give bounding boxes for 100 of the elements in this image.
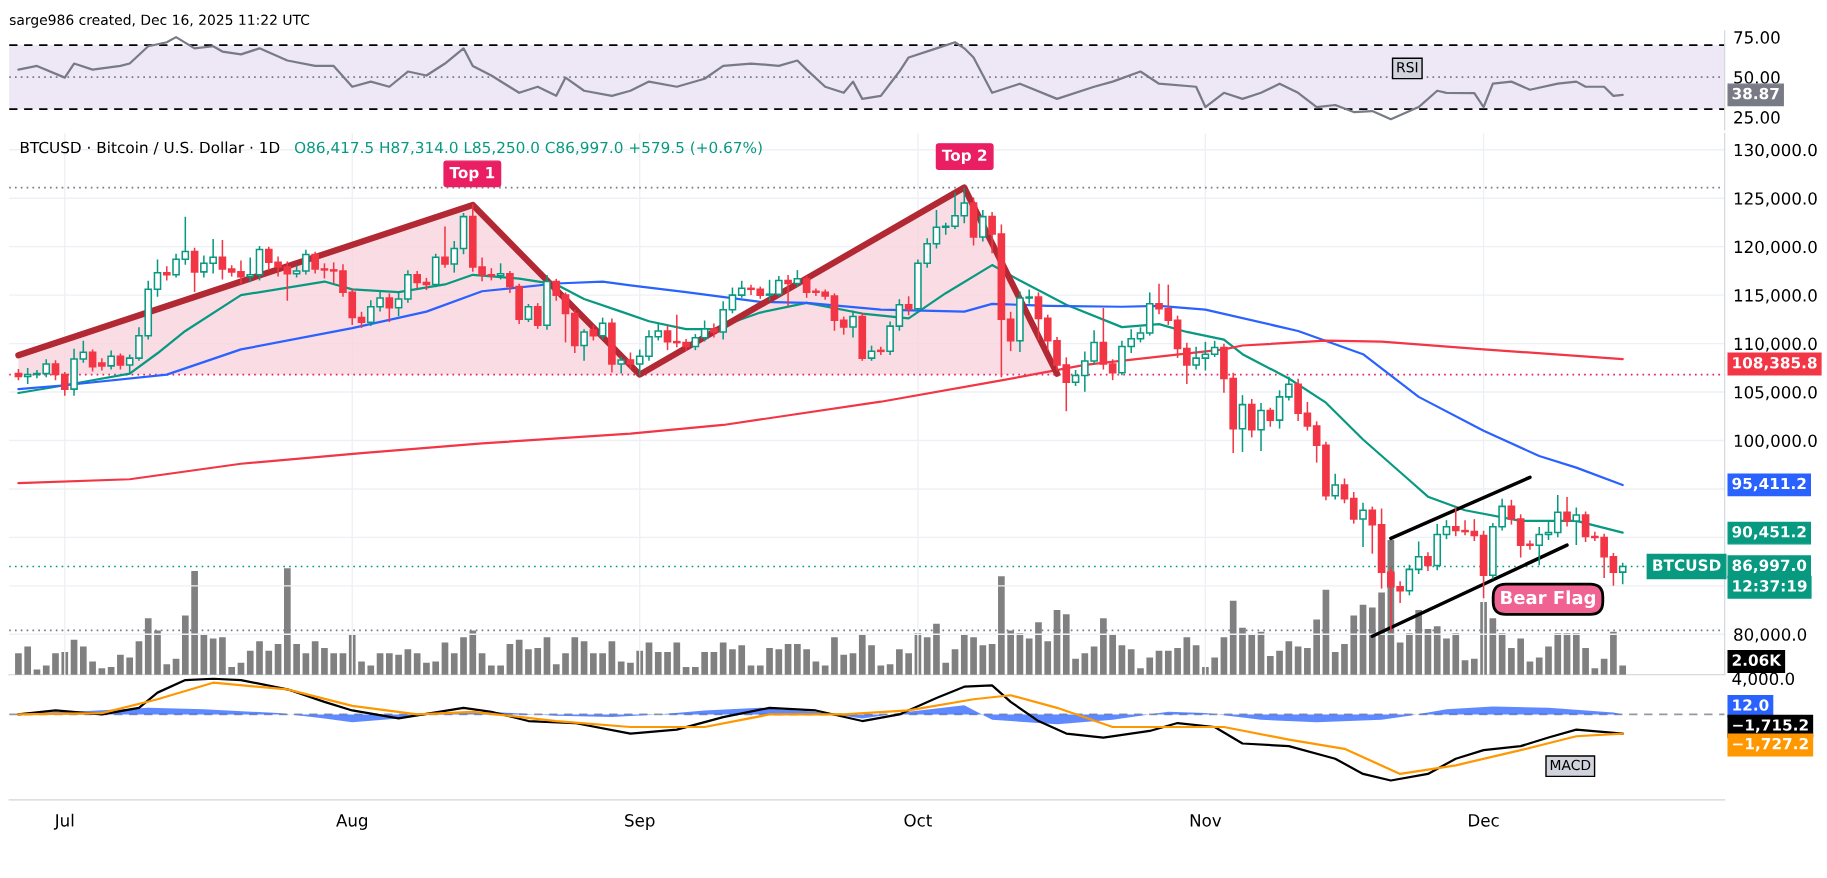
bar [868, 645, 875, 676]
bar [321, 647, 328, 676]
text: 4,000.0 [1732, 672, 1795, 687]
candlestick [1201, 341, 1210, 371]
candlestick [88, 349, 97, 372]
bar [1044, 641, 1052, 676]
bar [1554, 633, 1562, 676]
bar [858, 634, 866, 676]
bar [719, 642, 727, 676]
bar [627, 662, 634, 676]
candlestick [719, 301, 728, 340]
bar [923, 637, 931, 676]
candlestick [190, 247, 199, 293]
candlestick [598, 317, 607, 340]
bar [1341, 643, 1348, 676]
candlestick [153, 259, 162, 297]
candlestick [802, 275, 811, 298]
y-tick-label: 125,000.0 [1734, 192, 1817, 207]
text: 86,997.0 [1732, 559, 1807, 574]
candlestick [1563, 496, 1571, 527]
bar [256, 641, 263, 676]
bar [293, 643, 300, 676]
x-tick-label: Aug [336, 814, 367, 830]
bar [432, 661, 440, 676]
candlestick [784, 274, 792, 307]
candlestick [1192, 346, 1200, 370]
candlestick [385, 293, 394, 323]
bar [664, 652, 671, 676]
bar [729, 649, 736, 676]
candlestick [1340, 478, 1349, 504]
bar [1081, 653, 1089, 676]
bar [738, 645, 746, 676]
bar [330, 653, 338, 676]
bar [395, 654, 402, 676]
bar [1211, 657, 1218, 676]
candlestick [1285, 376, 1293, 401]
bar [590, 653, 597, 676]
bar [599, 653, 606, 676]
bar [24, 646, 32, 676]
candlestick [60, 371, 69, 396]
bar [979, 645, 987, 676]
text: −1,727.2 [1733, 737, 1808, 752]
annotation: Top 1 [449, 166, 495, 182]
bar [15, 653, 22, 676]
candlestick [663, 325, 672, 351]
text: 90,451.2 [1732, 525, 1806, 540]
candlestick [172, 253, 180, 278]
candlestick [394, 291, 403, 317]
bar [840, 654, 848, 676]
chart-title: BTCUSD · Bitcoin / U.S. Dollar · 1D [20, 141, 280, 155]
y-tick-label: 25.00 [1734, 111, 1780, 124]
y-tick-label: 120,000.0 [1734, 240, 1817, 255]
bar [358, 661, 365, 676]
bar [617, 661, 625, 676]
annotation: MACD [1550, 759, 1591, 771]
bar [1266, 656, 1274, 676]
candlestick [1507, 499, 1516, 525]
bar [1535, 657, 1543, 676]
annotation: Bear Flag [1501, 590, 1595, 608]
y-tick-label: 100,000.0 [1734, 434, 1817, 449]
candlestick [450, 241, 459, 273]
candlestick [561, 292, 570, 343]
bar [79, 646, 87, 676]
bar [960, 634, 968, 676]
candlestick [1349, 492, 1358, 524]
bar [1127, 649, 1135, 676]
bar [525, 649, 532, 676]
bar [673, 642, 681, 676]
bar [794, 643, 801, 676]
bar [89, 661, 96, 676]
bar [1378, 592, 1385, 676]
bar [831, 637, 838, 676]
bar [386, 653, 393, 676]
y-tick-label: 50.00 [1734, 71, 1780, 84]
x-tick-label: Nov [1190, 814, 1222, 827]
bar [1276, 650, 1283, 676]
candlestick [218, 240, 227, 280]
text: −1,715.2 [1733, 719, 1808, 733]
bar [1146, 657, 1154, 676]
chart-title: sarge986 created, Dec 16, 2025 11:22 UTC [9, 14, 310, 28]
candlestick [580, 329, 588, 361]
bar [1452, 633, 1460, 676]
candlestick [283, 261, 292, 301]
y-tick-label: 80,000.0 [1734, 628, 1807, 643]
text: 108,385.8 [1733, 356, 1817, 371]
x-tick-label: Jul [53, 813, 74, 830]
candlestick [1275, 390, 1284, 429]
candlestick [895, 299, 904, 331]
bar [1545, 646, 1552, 676]
candlestick [710, 323, 718, 338]
bar [1517, 638, 1525, 676]
bar [1164, 650, 1172, 676]
bar [1508, 647, 1515, 676]
text: 2.06K [1732, 654, 1782, 666]
bar [228, 666, 236, 676]
candlestick [162, 266, 171, 281]
bar [1248, 634, 1256, 676]
bar [942, 662, 950, 676]
bar [515, 639, 523, 676]
bar [534, 647, 542, 676]
